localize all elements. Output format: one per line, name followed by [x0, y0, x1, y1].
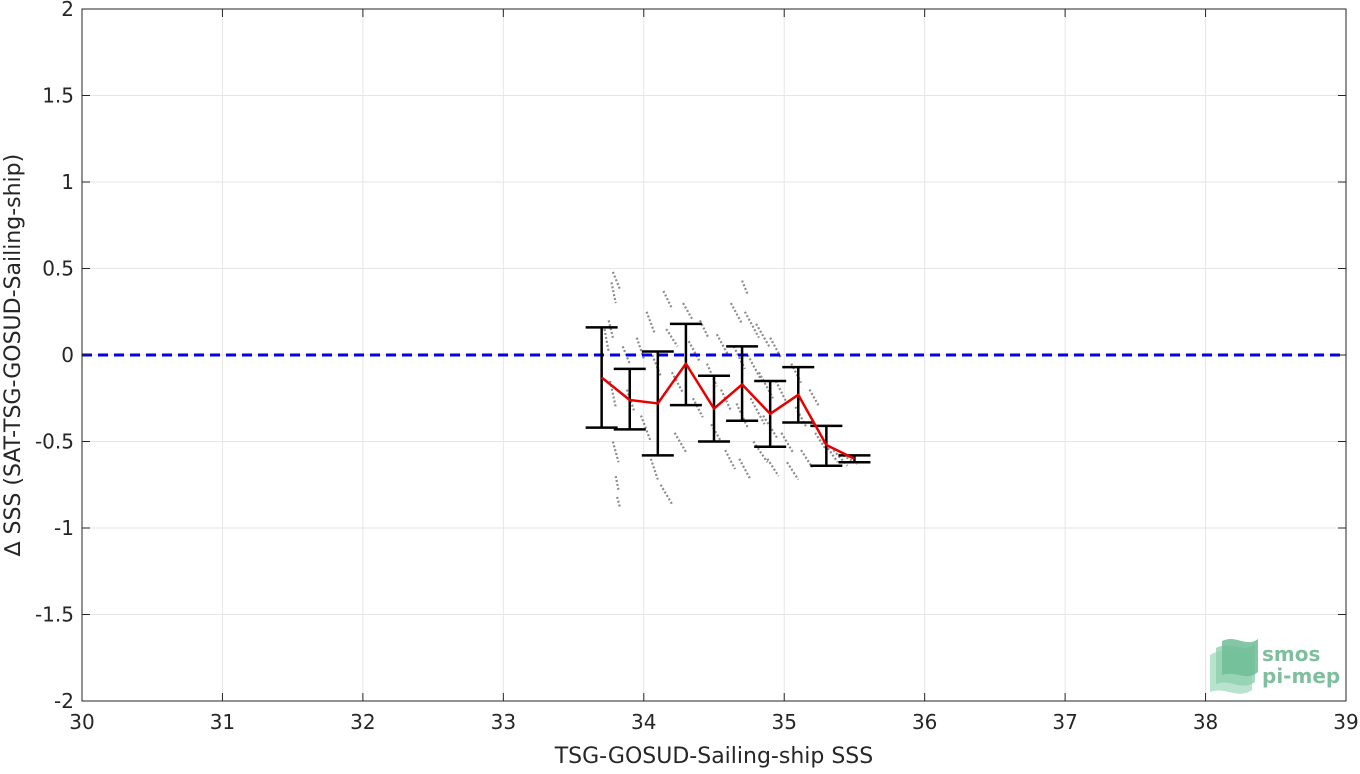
- scatter-point: [645, 311, 657, 335]
- mean-series-line: [600, 362, 855, 460]
- scatter-point: [746, 354, 763, 382]
- scatter-point: [724, 449, 737, 470]
- scatter-point: [698, 319, 710, 339]
- y-tick-label: 0.5: [42, 257, 74, 281]
- mean-line: [600, 362, 855, 460]
- scatter-point: [766, 458, 780, 477]
- x-tick-label: 33: [491, 710, 516, 734]
- y-tick-label: -1: [54, 516, 74, 540]
- y-axis-title: ∆ SSS (SAT-TSG-GOSUD-Sailing-ship): [1, 154, 26, 557]
- scatter-point: [741, 280, 749, 295]
- x-tick-label: 32: [350, 710, 375, 734]
- scatter-point: [749, 397, 766, 425]
- x-axis-title: TSG-GOSUD-Sailing-ship SSS: [554, 744, 874, 769]
- scatter-point: [611, 441, 620, 463]
- x-tick-label: 31: [210, 710, 235, 734]
- x-tick-label: 38: [1193, 710, 1218, 734]
- scatter-points: [603, 271, 858, 508]
- scatter-point: [691, 397, 704, 418]
- scatter-point: [786, 461, 800, 481]
- logo-text-line2: pi-mep: [1262, 664, 1340, 688]
- y-tick-label: -0.5: [35, 430, 74, 454]
- scatter-point: [752, 440, 769, 463]
- scatter-point: [665, 328, 679, 347]
- y-tick-label: -1.5: [35, 603, 74, 627]
- scatter-point: [682, 302, 694, 321]
- x-tick-label: 36: [912, 710, 937, 734]
- y-tick-label: 2: [61, 0, 74, 21]
- y-tick-label: 1: [61, 170, 74, 194]
- grid: [82, 9, 1346, 701]
- x-tick-label: 34: [631, 710, 656, 734]
- axis-ticks: 30 31 32 33 34 35 36 37 38 39 2 1.5 1 0.5 0 -0.5 -1 -1.5 -…: [35, 0, 1359, 734]
- scatter-point: [808, 389, 821, 408]
- x-tick-label: 39: [1333, 710, 1358, 734]
- x-tick-label: 30: [69, 710, 94, 734]
- y-tick-label: 0: [61, 343, 74, 367]
- scatter-point: [662, 290, 673, 309]
- scatter-point: [774, 380, 789, 404]
- scatter-point: [639, 415, 652, 442]
- scatter-point: [616, 496, 621, 508]
- scatter-point: [814, 432, 828, 451]
- scatter-point: [710, 423, 722, 443]
- x-tick-label: 37: [1052, 710, 1077, 734]
- y-tick-label: -2: [54, 689, 74, 713]
- scatter-point: [607, 320, 614, 338]
- y-tick-label: 1.5: [42, 84, 74, 108]
- logo-text-line1: smos: [1262, 642, 1320, 666]
- x-tick-label: 35: [771, 710, 796, 734]
- scatter-point: [755, 323, 772, 349]
- logo-waves-icon: [1210, 638, 1258, 694]
- scatter-point: [610, 282, 617, 304]
- smos-pi-mep-logo: smos pi-mep: [1210, 638, 1340, 694]
- scatter-point: [611, 271, 621, 290]
- scatter-point: [743, 311, 760, 339]
